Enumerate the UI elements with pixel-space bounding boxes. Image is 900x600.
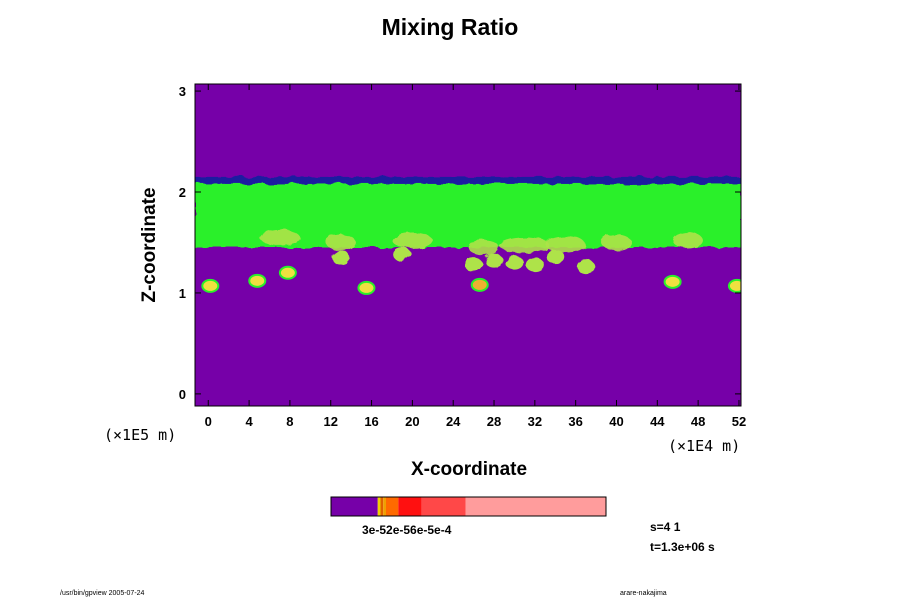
colorbar-segment (383, 497, 386, 516)
colorbar-segment (386, 497, 399, 516)
s-info: s=4 1 (650, 520, 681, 534)
colorbar (330, 496, 607, 517)
field-blob (201, 278, 220, 293)
field-blob (470, 277, 489, 292)
field-layer (195, 84, 741, 406)
field-base-patch (468, 239, 499, 256)
x-tick-label: 52 (732, 414, 746, 429)
colorbar-frame (330, 496, 607, 517)
field-blob (357, 280, 376, 295)
chart-title: Mixing Ratio (381, 14, 519, 40)
field-base-patch (259, 229, 300, 246)
y-unit-label: (×1E5 m) (104, 426, 177, 444)
x-unit-label: (×1E4 m) (668, 437, 741, 455)
field-protrusion (331, 250, 350, 265)
field-dark-band (195, 176, 741, 186)
y-tick-label: 1 (179, 286, 186, 301)
x-tick-label: 44 (650, 414, 665, 429)
field-protrusion (546, 249, 565, 264)
colorbar-segment (398, 497, 422, 516)
x-tick-label: 8 (286, 414, 293, 429)
x-tick-label: 48 (691, 414, 705, 429)
x-tick-label: 28 (487, 414, 501, 429)
plot-frame (194, 83, 742, 407)
y-tick-label: 3 (179, 84, 186, 99)
x-tick-label: 32 (528, 414, 542, 429)
colorbar-labels: 3e-52e-56e-5e-4 (362, 523, 452, 537)
x-tick-label: 36 (568, 414, 582, 429)
x-tick-label: 16 (364, 414, 378, 429)
field-blob (727, 278, 741, 293)
field-base-patch (392, 232, 433, 249)
t-info: t=1.3e+06 s (650, 540, 715, 554)
x-tick-label: 0 (205, 414, 212, 429)
footer-right: arare-nakajima (620, 590, 667, 597)
field-base-patch (545, 236, 586, 253)
field-protrusion (505, 255, 524, 270)
footer-left: /usr/bin/gpview 2005-07-24 (60, 590, 145, 597)
x-tick-label: 12 (324, 414, 338, 429)
field-base-patch (325, 234, 356, 251)
field-protrusion (576, 259, 595, 274)
y-tick-label: 2 (179, 185, 186, 200)
field-protrusion (485, 253, 504, 268)
field-protrusion (525, 257, 544, 272)
y-axis-label: Z-coordinate (139, 187, 160, 303)
field-blob (663, 274, 682, 289)
colorbar-segment (377, 497, 381, 516)
field-protrusion (464, 257, 483, 272)
colorbar-segment (421, 497, 466, 516)
y-tick-label: 0 (179, 387, 186, 402)
x-tick-label: 40 (609, 414, 623, 429)
field-protrusion (393, 247, 412, 262)
colorbar-segment (380, 497, 384, 516)
colorbar-segment (465, 497, 606, 516)
field-base-patch (672, 232, 703, 249)
x-tick-label: 20 (405, 414, 419, 429)
colorbar-segment (331, 497, 378, 516)
x-tick-label: 4 (245, 414, 253, 429)
x-tick-label: 24 (446, 414, 461, 429)
field-base-patch (601, 234, 632, 251)
x-axis-label: X-coordinate (410, 459, 528, 480)
field-base-patch (499, 237, 550, 254)
field-blob (248, 273, 267, 288)
field-blob (278, 265, 297, 280)
